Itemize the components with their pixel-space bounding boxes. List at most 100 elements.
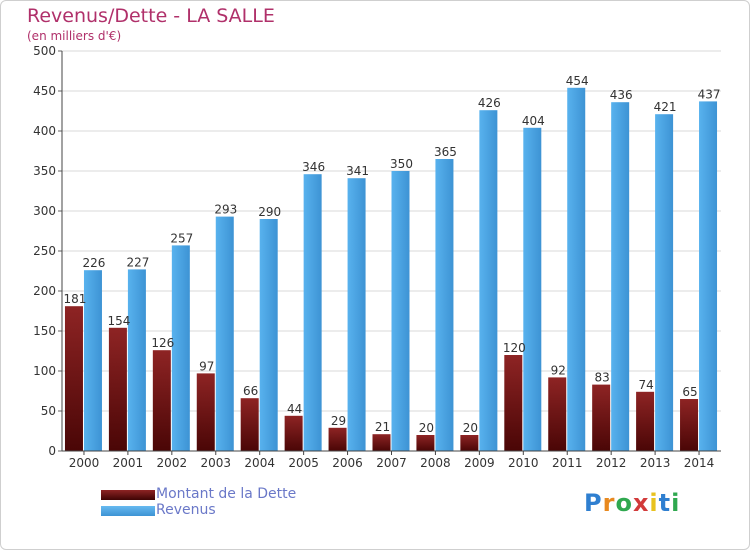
bar-revenue <box>83 270 102 451</box>
data-label-revenue: 426 <box>478 96 501 110</box>
data-label-debt: 181 <box>64 292 87 306</box>
y-tick-label: 150 <box>33 324 56 338</box>
data-label-debt: 92 <box>551 363 566 377</box>
data-label-revenue: 365 <box>434 145 457 159</box>
bar-revenue <box>479 110 498 451</box>
data-label-revenue: 227 <box>126 255 149 269</box>
bar-debt <box>416 435 435 451</box>
y-tick-label: 200 <box>33 284 56 298</box>
x-tick-label: 2011 <box>552 456 583 470</box>
x-tick-label: 2010 <box>508 456 539 470</box>
data-label-revenue: 293 <box>214 203 237 217</box>
bar-revenue <box>523 127 542 452</box>
bar-revenue <box>259 219 278 451</box>
data-label-revenue: 350 <box>390 157 413 171</box>
bar-debt <box>196 373 215 451</box>
bar-revenue <box>699 101 718 452</box>
x-tick-label: 2008 <box>420 456 451 470</box>
bar-debt <box>240 398 259 451</box>
y-tick-label: 100 <box>33 364 56 378</box>
bar-revenue <box>303 174 322 451</box>
legend-label-revenus: Revenus <box>156 502 216 518</box>
data-label-revenue: 454 <box>566 74 589 88</box>
data-label-revenue: 421 <box>654 100 677 114</box>
logo-letter: P <box>584 489 603 517</box>
y-tick-label: 450 <box>33 84 56 98</box>
y-tick-label: 0 <box>48 444 56 458</box>
y-tick-label: 400 <box>33 124 56 138</box>
data-label-debt: 154 <box>107 314 130 328</box>
bar-revenue <box>567 87 586 452</box>
data-label-revenue: 341 <box>346 164 369 178</box>
y-tick-label: 350 <box>33 164 56 178</box>
logo-letter: o <box>615 489 633 517</box>
chart-subtitle: (en milliers d'€) <box>27 29 122 43</box>
data-label-revenue: 437 <box>698 87 721 101</box>
bar-revenue <box>435 159 454 451</box>
bar-debt <box>460 435 479 451</box>
bar-revenue <box>655 114 674 451</box>
data-label-debt: 120 <box>503 341 526 355</box>
x-tick-label: 2009 <box>464 456 495 470</box>
legend-label-dette: Montant de la Dette <box>156 486 297 502</box>
legend-swatch-revenus <box>101 506 155 516</box>
y-tick-label: 50 <box>41 404 56 418</box>
x-tick-label: 2000 <box>69 456 100 470</box>
data-label-debt: 126 <box>151 336 174 350</box>
bar-revenue <box>171 245 190 451</box>
y-tick-label: 500 <box>33 44 56 58</box>
data-label-revenue: 436 <box>610 88 633 102</box>
legend-swatch-dette <box>101 490 155 500</box>
bar-debt <box>284 415 303 451</box>
x-tick-label: 2006 <box>332 456 363 470</box>
x-tick-label: 2005 <box>288 456 319 470</box>
logo-letter: r <box>602 489 616 517</box>
data-label-debt: 83 <box>595 371 610 385</box>
bar-debt <box>636 391 655 451</box>
data-label-revenue: 257 <box>170 231 193 245</box>
data-label-debt: 20 <box>463 421 478 435</box>
x-tick-label: 2012 <box>596 456 627 470</box>
x-tick-label: 2007 <box>376 456 407 470</box>
logo-letter: i <box>649 489 659 517</box>
bar-revenue <box>347 178 366 451</box>
data-label-debt: 65 <box>682 385 697 399</box>
bar-debt <box>328 427 347 451</box>
logo-letter: t <box>658 489 672 517</box>
bar-revenue <box>215 216 234 451</box>
logo-letter: i <box>671 489 681 517</box>
x-tick-label: 2001 <box>113 456 144 470</box>
logo-letter: x <box>632 489 650 517</box>
y-tick-label: 250 <box>33 244 56 258</box>
data-label-revenue: 290 <box>258 205 281 219</box>
x-tick-label: 2004 <box>244 456 275 470</box>
bar-revenue <box>127 269 146 451</box>
data-label-debt: 74 <box>638 378 653 392</box>
bar-debt <box>504 355 523 451</box>
bar-debt <box>680 399 699 451</box>
x-tick-label: 2002 <box>157 456 188 470</box>
bar-debt <box>64 306 83 451</box>
bar-revenue <box>391 171 410 451</box>
data-label-debt: 21 <box>375 420 390 434</box>
y-tick-label: 300 <box>33 204 56 218</box>
data-label-debt: 66 <box>243 384 258 398</box>
data-label-debt: 44 <box>287 402 302 416</box>
bar-debt <box>152 350 171 451</box>
bar-revenue <box>611 102 630 451</box>
x-tick-label: 2013 <box>640 456 671 470</box>
bar-debt <box>592 384 611 451</box>
data-label-debt: 29 <box>331 414 346 428</box>
data-label-debt: 20 <box>419 421 434 435</box>
data-label-revenue: 404 <box>522 114 545 128</box>
bar-debt <box>108 327 127 451</box>
bar-debt <box>372 434 391 451</box>
data-label-debt: 97 <box>199 359 214 373</box>
proxiti-logo: Proxiti <box>584 489 680 517</box>
data-label-revenue: 226 <box>83 256 106 270</box>
bar-debt <box>548 377 567 451</box>
x-tick-label: 2003 <box>200 456 231 470</box>
x-tick-label: 2014 <box>684 456 715 470</box>
